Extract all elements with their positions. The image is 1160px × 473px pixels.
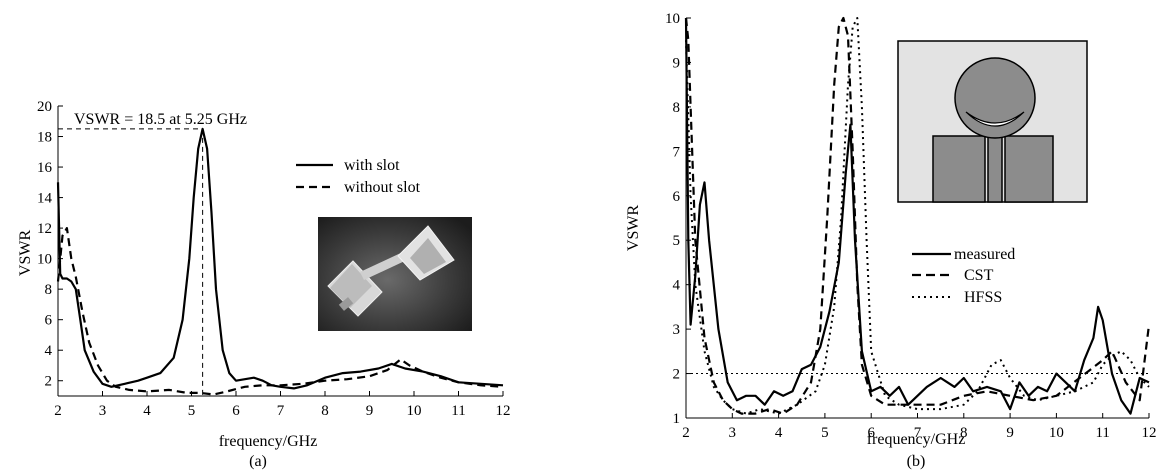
panel-a-xtick-label: 8 [321,403,329,419]
panel-a-series-with-slot [56,127,504,390]
panel-b-xtick-label: 8 [960,425,968,441]
panel-a-series [56,127,504,396]
panel-a-ylabel: VSWR [17,230,34,277]
panel-b-ytick-label: 6 [673,189,681,205]
panel-a-xtick-label: 11 [451,403,465,419]
panel-b-series-hfss [685,17,1150,415]
panel-a-xtick-label: 2 [54,403,62,419]
panel-b-ytick-label: 9 [673,55,681,71]
panel-a-ytick-label: 8 [45,282,53,298]
panel-b-legend-label-hfss: HFSS [964,289,1002,306]
panel-a-legend-label-without-slot: without slot [344,179,421,196]
panel-a-ytick-label: 4 [45,343,53,359]
panel-a-ytick-label: 14 [37,191,53,207]
panel-b-ytick-label: 7 [673,144,681,160]
panel-a-ticks: 2 3 4 5 6 7 8 9 10 11 12 2 4 6 8 10 12 14 16 18 20 [37,99,511,419]
panel-a-ytick-label: 12 [37,221,52,237]
panel-b-antenna-schematic [897,40,1088,203]
panel-b-caption: (b) [907,453,926,470]
panel-b-series-cst [684,16,1151,415]
panel-b-ylabel: VSWR [625,205,642,252]
panel-b-ytick-label: 4 [673,278,681,294]
panel-b-xtick-label: 3 [729,425,737,441]
panel-b-xtick-label: 11 [1095,425,1109,441]
panel-b-xtick-label: 10 [1049,425,1064,441]
panel-a-xtick-label: 9 [366,403,374,419]
panel-b-ytick-label: 10 [665,11,680,27]
panel-b-ytick-label: 5 [673,233,681,249]
panel-a-xtick-label: 10 [407,403,422,419]
panel-a-xtick-label: 12 [496,403,511,419]
panel-a-xtick-label: 6 [232,403,240,419]
panel-b-xtick-label: 5 [821,425,829,441]
panel-b-xtick-label: 9 [1006,425,1014,441]
panel-a-xtick-label: 4 [143,403,151,419]
panel-b-series [684,16,1151,415]
panel-a-ytick-label: 16 [37,160,53,176]
panel-a-antenna-photo [318,217,472,331]
panel-b-xtick-label: 4 [775,425,783,441]
panel-b-ytick-label: 8 [673,100,681,116]
panel-b-ytick-label: 1 [673,411,681,427]
panel-a-ytick-label: 10 [37,252,52,268]
panel-a-caption: (a) [249,453,267,470]
panel-b-legend-label-cst: CST [964,267,994,284]
panel-a-ytick-label: 18 [37,130,52,146]
panel-a-ytick-label: 2 [45,374,53,390]
panel-a-series-without-slot [56,227,504,396]
panel-a-xtick-label: 5 [188,403,196,419]
panel-a-xtick-label: 7 [277,403,285,419]
panel-b-xtick-label: 7 [914,425,922,441]
panel-a-legend: with slot without slot [296,157,421,196]
panel-a-legend-label-with-slot: with slot [344,157,400,174]
panel-b-legend-label-measured: measured [954,246,1015,263]
panel-b-xtick-label: 6 [867,425,875,441]
panel-b-xlabel: frequency/GHz [867,431,966,448]
panel-b-ytick-label: 2 [673,367,681,383]
panel-b-xtick-label: 12 [1142,425,1157,441]
panel-a-xtick-label: 3 [99,403,107,419]
panel-a-ytick-label: 6 [45,313,53,329]
panel-b-ytick-label: 3 [673,322,681,338]
panel-a-xlabel: frequency/GHz [219,433,318,450]
panel-a-annotation-guides [58,128,204,396]
panel-b-legend: measured CST HFSS [912,246,1015,306]
panel-a-ytick-label: 20 [37,99,52,115]
panel-a-annotation: VSWR = 18.5 at 5.25 GHz [74,111,247,128]
panel-b-xtick-label: 2 [682,425,690,441]
panel-a: 2 3 4 5 6 7 8 9 10 11 12 2 4 6 8 10 12 14 16 18 20 VSWR = 18… [17,99,511,470]
